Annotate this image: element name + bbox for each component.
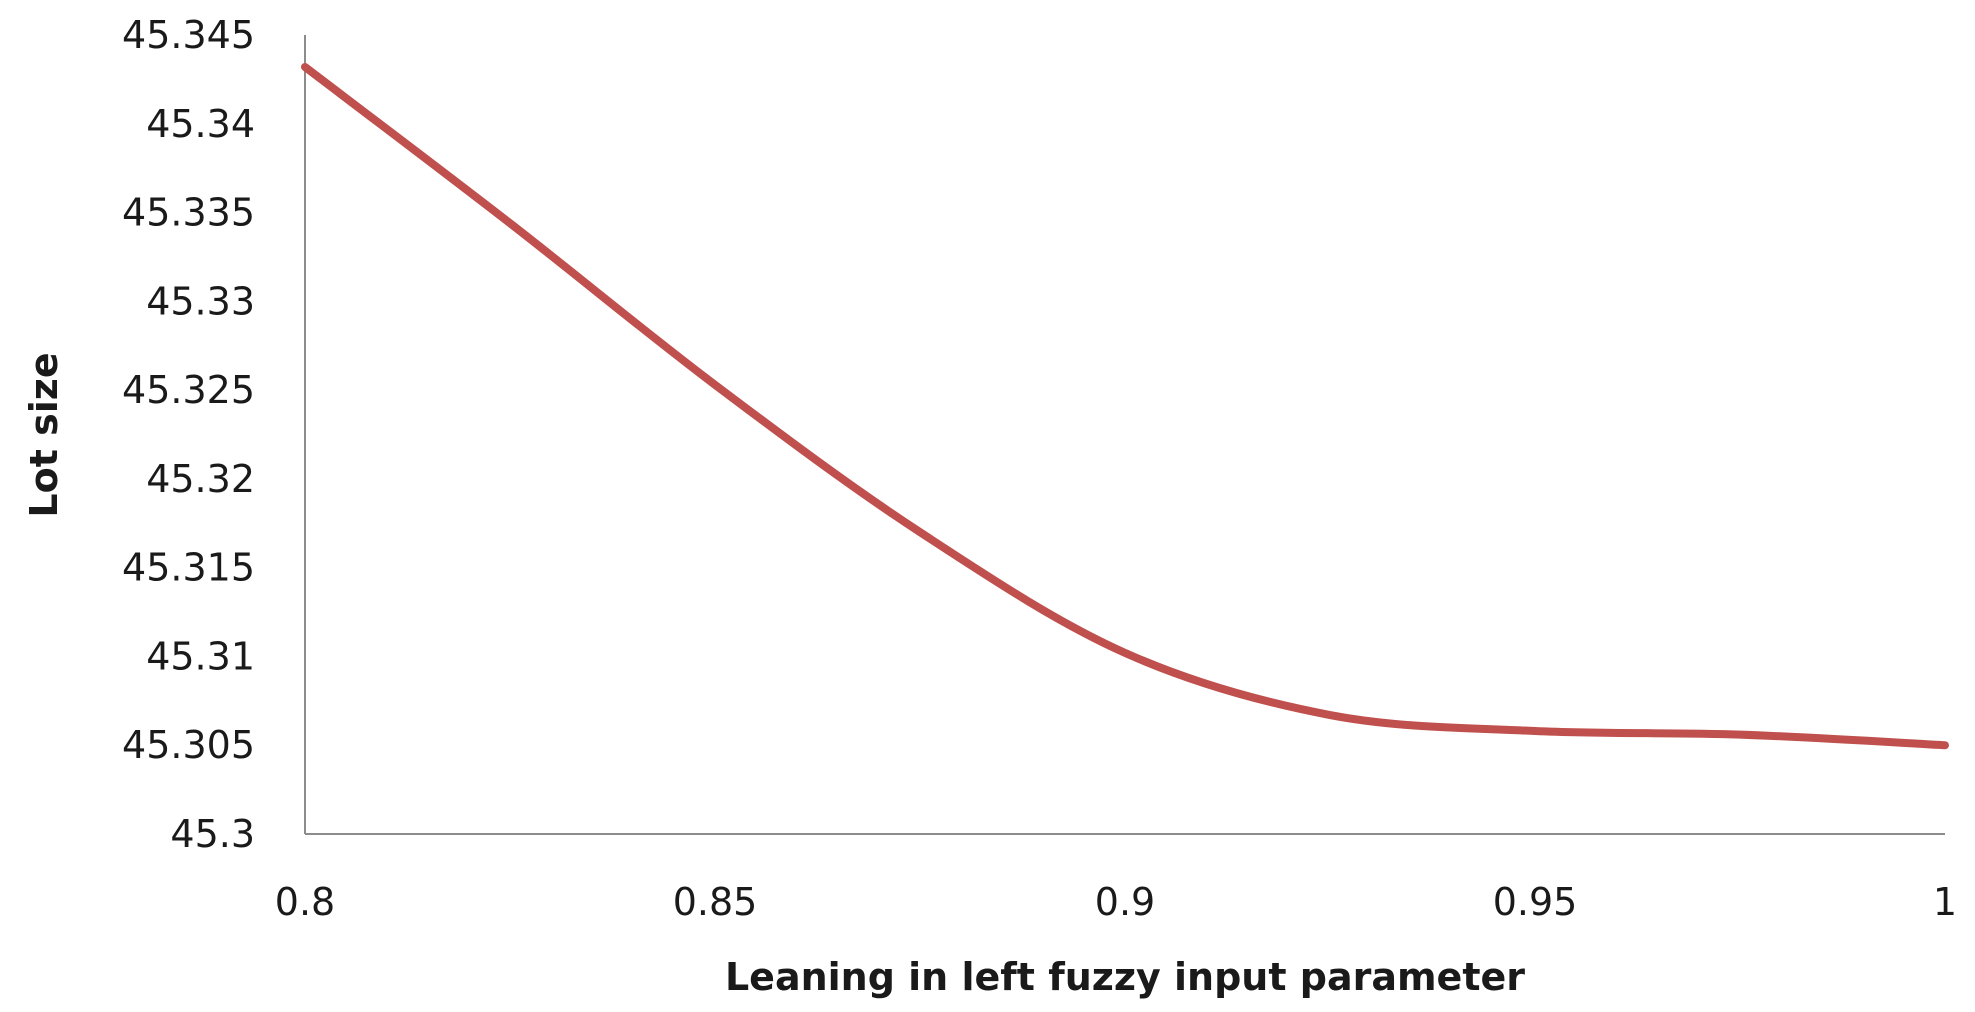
y-axis-ticks: 45.3 45.305 45.31 45.315 45.32 45.325 45.33 45.… (122, 13, 255, 856)
y-tick-label: 45.335 (122, 191, 255, 235)
y-tick-label: 45.32 (146, 457, 255, 501)
x-axis-title: Leaning in left fuzzy input parameter (725, 955, 1525, 999)
y-tick-label: 45.3 (170, 812, 255, 856)
plot-area: 45.3 45.305 45.31 45.315 45.32 45.325 45.33 45.… (122, 13, 1957, 924)
x-tick-label: 0.95 (1493, 880, 1578, 924)
x-tick-label: 0.8 (275, 880, 335, 924)
x-tick-label: 0.85 (673, 880, 758, 924)
y-tick-label: 45.345 (122, 13, 255, 57)
x-tick-label: 0.9 (1095, 880, 1155, 924)
y-tick-label: 45.33 (146, 279, 255, 323)
series-group (301, 62, 1949, 750)
x-tick-label: 1 (1933, 880, 1957, 924)
y-tick-label: 45.31 (146, 634, 255, 678)
y-tick-label: 45.325 (122, 368, 255, 412)
x-axis-ticks: 0.8 0.85 0.9 0.95 1 (275, 880, 1957, 924)
series-line-0 (301, 62, 1949, 750)
y-axis-title: Lot size (22, 352, 66, 517)
y-tick-label: 45.34 (146, 102, 255, 146)
y-tick-label: 45.305 (122, 723, 255, 767)
y-tick-label: 45.315 (122, 546, 255, 590)
